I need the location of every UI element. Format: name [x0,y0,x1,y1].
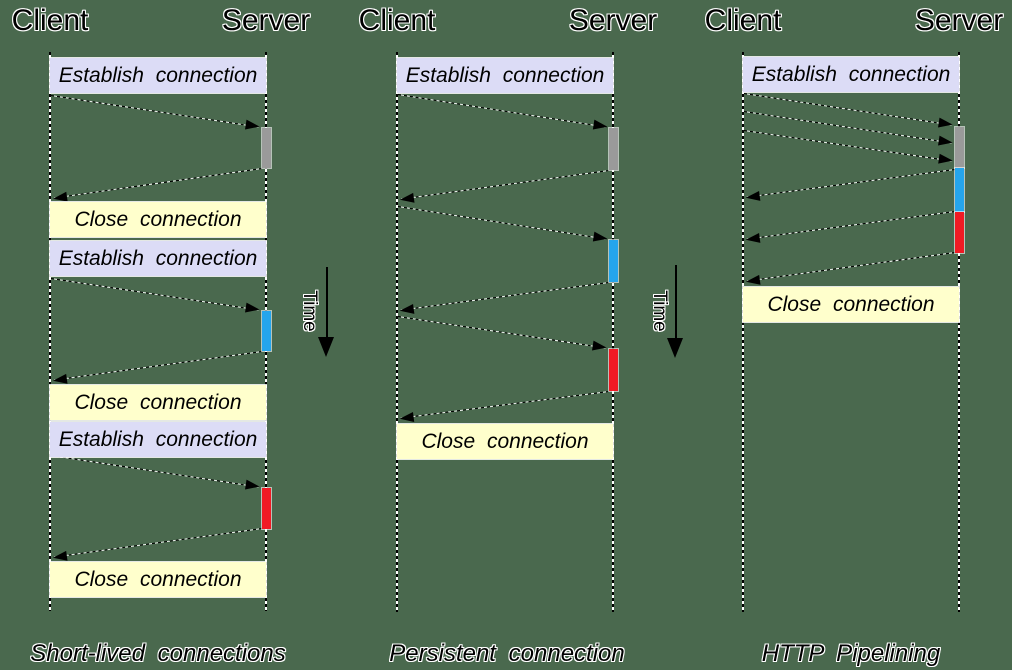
time-arrow [675,265,677,340]
arrowhead-icon [592,231,608,244]
caption-short-lived-connections: Short-lived connections [30,640,286,667]
arrowhead-icon [938,135,954,148]
lifeline-client [49,52,51,611]
server-processing-bar-gray [262,128,271,168]
caption-persistent-connection: Persistent connection [389,640,625,667]
request-arrow [397,94,608,132]
server-processing-bar-gray [609,128,618,170]
response-arrow [52,168,263,204]
server-processing-bar-red [609,349,618,391]
time-axis-label: Time [649,290,670,332]
server-processing-bar-blue [955,168,964,212]
arrowhead-icon [938,117,954,130]
arrowhead-icon [399,303,415,316]
arrowhead-icon [52,373,68,386]
response-arrow [399,170,609,205]
arrowhead-icon [399,192,415,205]
establish-connection-box: Establish connection [50,58,266,93]
lifeline-client [396,52,398,612]
lifeline-client [742,52,744,612]
arrowhead-icon [745,274,761,287]
arrowhead-icon [245,479,261,492]
request-arrow [743,93,954,130]
arrowhead-icon [399,412,415,424]
request-arrow [50,455,261,492]
server-processing-bar-blue [262,311,271,351]
close-connection-box: Close connection [50,202,266,237]
client-label: Client [704,4,782,37]
time-arrow [326,267,328,339]
response-arrow [399,282,609,316]
close-connection-box: Close connection [397,424,613,459]
response-arrow [399,391,609,424]
arrowhead-icon [245,119,261,132]
lifeline-server [612,52,614,612]
client-label: Client [358,4,436,37]
establish-connection-box: Establish connection [50,422,266,457]
establish-connection-box: Establish connection [50,241,266,276]
response-arrow [52,528,262,563]
response-arrow [745,169,955,203]
request-arrow [50,95,261,132]
server-label: Server [568,4,658,37]
arrowhead-icon [592,340,608,353]
arrowhead-icon [245,302,261,315]
time-axis-label: Time [299,290,320,332]
establish-connection-box: Establish connection [397,58,613,93]
request-arrow [397,316,608,353]
arrowhead-icon [745,232,761,245]
server-processing-bar-red [262,488,271,529]
server-label: Server [221,4,311,37]
arrowhead-icon [938,153,954,166]
establish-connection-box: Establish connection [743,57,959,92]
server-processing-bar-red [955,212,964,253]
time-arrowhead-icon [318,337,334,357]
response-arrow [52,351,262,386]
response-arrow [745,252,955,287]
close-connection-box: Close connection [50,562,266,597]
arrowhead-icon [745,190,761,203]
request-arrow [397,206,608,244]
close-connection-box: Close connection [743,287,959,322]
server-processing-bar-gray [955,127,964,168]
server-label: Server [914,4,1004,37]
time-arrowhead-icon [667,338,683,358]
lifeline-server [958,52,960,612]
client-label: Client [11,4,89,37]
caption-http-pipelining: HTTP Pipelining [761,640,941,667]
request-arrow [743,111,954,148]
response-arrow [745,211,955,245]
close-connection-box: Close connection [50,385,266,420]
arrowhead-icon [52,550,68,563]
server-processing-bar-blue [609,240,618,282]
request-arrow [743,130,954,166]
arrowhead-icon [592,119,608,132]
request-arrow [50,278,261,315]
